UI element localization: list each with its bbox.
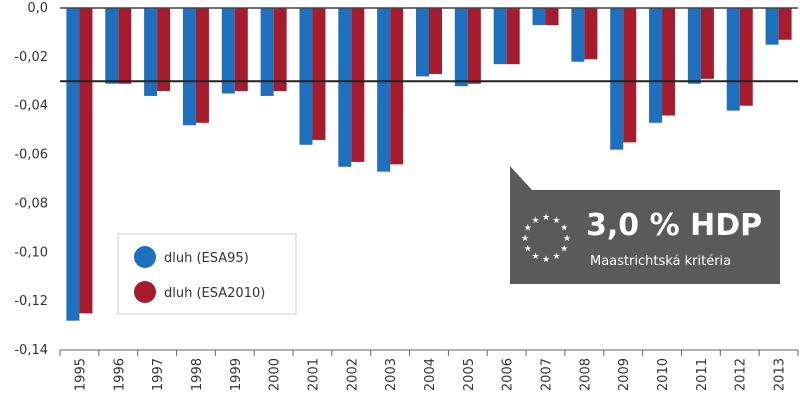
bar-esa95-2009 [610,8,624,150]
bar-esa2010-2006 [506,8,520,65]
x-tick-label: 2001 [306,358,321,391]
eu-stars-icon: ★ ★★★★★★★★★★★ [521,213,571,265]
bar-esa2010-1995 [79,8,93,314]
bar-esa2010-2005 [467,8,481,84]
bar-esa2010-2011 [700,8,714,79]
x-tick-label: 2013 [773,358,788,391]
x-tick-label: 1999 [229,358,244,391]
bar-esa95-2003 [377,8,391,172]
y-axis: 0,0 -0,02 -0,04 -0,06 -0,08 -0,10 -0,12 -0,14 [14,1,48,358]
bar-esa2010-2002 [351,8,365,162]
bar-esa95-2006 [493,8,507,65]
x-tick-label: 2009 [617,358,632,391]
bar-esa2010-2004 [429,8,442,74]
reference-line-group [60,7,798,83]
bar-esa95-2013 [765,8,779,45]
bar-esa95-2008 [571,8,585,62]
x-tick-label: 2007 [540,358,555,391]
callout-subtitle: Maastrichtská kritéria [590,254,731,269]
legend-label-esa95: dluh (ESA95) [164,251,249,266]
bar-esa2010-2008 [584,8,598,60]
legend-label-esa2010: dluh (ESA2010) [164,286,265,301]
bar-esa95-2004 [416,8,429,77]
bar-esa2010-1996 [118,8,132,84]
bar-esa2010-2012 [739,8,753,106]
bar-esa95-2010 [649,8,663,123]
x-tick-label: 2005 [462,358,477,391]
eu-star-icon: ★ [560,224,568,234]
eu-star-icon: ★ [552,252,560,262]
bar-esa95-1996 [105,8,119,84]
y-tick-label: -0,04 [14,99,48,114]
x-tick-label: 1997 [151,358,166,391]
bar-esa95-2005 [454,8,468,87]
x-tick-label: 2004 [423,358,438,391]
bar-esa95-1995 [66,8,80,321]
eu-star-icon: ★ [531,252,539,262]
eu-star-icon: ★ [524,224,532,234]
y-tick-label: 0,0 [27,1,48,16]
x-tick-label: 1996 [112,358,127,391]
bar-esa2010-1998 [195,8,209,123]
bar-esa95-2007 [532,8,546,26]
bar-esa95-1997 [144,8,158,96]
y-tick-label: -0,12 [14,294,48,309]
bar-esa95-2001 [299,8,313,145]
bar-esa2010-2010 [662,8,676,116]
callout: ★ ★★★★★★★★★★★ 3,0 % HDP Maastrichtská kri… [510,166,780,284]
bar-esa2010-2007 [545,8,559,26]
bar-esa2010-1997 [157,8,171,92]
bar-esa95-2011 [687,8,701,84]
bar-esa95-2000 [260,8,274,96]
bar-esa2010-2001 [312,8,326,140]
x-tick-label: 2002 [345,358,360,391]
x-tick-label: 2010 [656,358,671,391]
eu-star-icon: ★ [560,245,568,255]
x-tick-label: 2011 [695,358,710,391]
bar-esa2010-2013 [778,8,792,40]
legend: dluh (ESA95) dluh (ESA2010) [117,233,297,315]
bars [66,8,792,321]
eu-star-icon: ★ [524,245,532,255]
eu-star-icon: ★ [521,234,529,244]
x-tick-label: 2003 [384,358,399,391]
eu-star-icon: ★ [542,255,550,265]
legend-swatch-esa2010 [134,281,156,303]
y-tick-label: -0,14 [14,343,48,358]
x-tick-label: 1995 [73,358,88,391]
bar-esa95-2012 [726,8,740,111]
eu-star-icon: ★ [542,213,550,223]
bar-esa2010-2009 [623,8,637,143]
y-tick-label: -0,02 [14,50,48,65]
x-tick-label: 2006 [501,358,516,391]
eu-star-icon: ★ [531,216,539,226]
y-tick-label: -0,08 [14,196,48,211]
y-tick-label: -0,10 [14,245,48,260]
legend-swatch-esa95 [134,246,156,268]
bar-esa2010-2003 [390,8,404,165]
bar-esa95-1998 [182,8,196,126]
eu-star-icon: ★ [552,216,560,226]
bar-esa2010-1999 [234,8,248,92]
y-tick-label: -0,06 [14,148,48,163]
callout-title: 3,0 % HDP [586,208,762,243]
x-tick-label: 2012 [734,358,749,391]
bar-esa95-2002 [338,8,352,167]
callout-box [510,166,780,284]
eu-star-icon: ★ [563,234,571,244]
x-tick-label: 2000 [268,358,283,391]
x-tick-label: 2008 [578,358,593,391]
bar-esa95-1999 [221,8,235,94]
x-tick-label: 1998 [190,358,205,391]
x-axis: 1995 1996 1997 1998 1999 2000 2001 2002 2003 2004… [59,349,799,391]
bar-esa2010-2000 [273,8,287,92]
